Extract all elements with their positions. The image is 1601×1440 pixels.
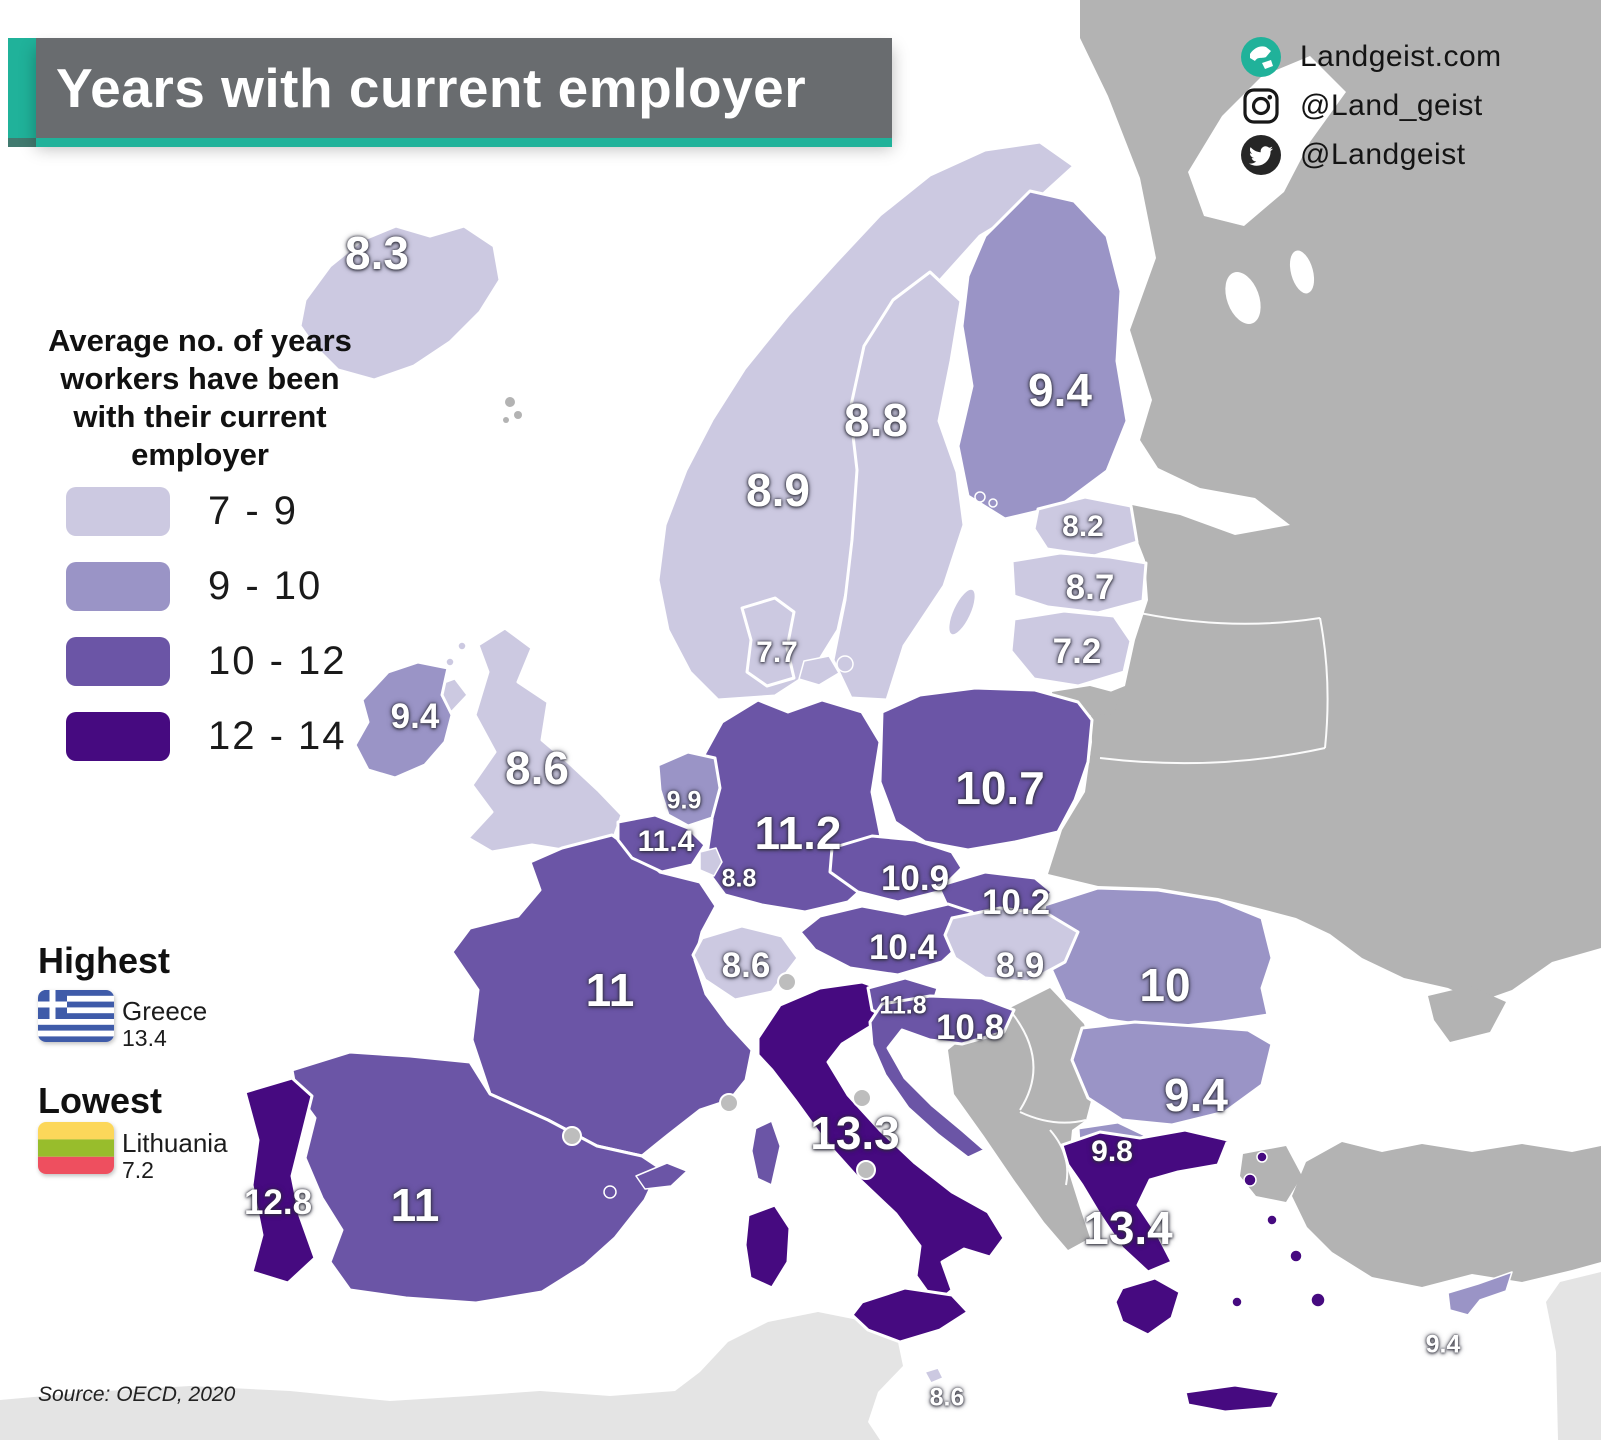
country-romania bbox=[1038, 886, 1274, 1030]
country-greece bbox=[1060, 1128, 1326, 1414]
microstate-vatican bbox=[856, 1160, 876, 1180]
country-czechia bbox=[828, 834, 964, 904]
landmass-west-balkans bbox=[948, 988, 1098, 1250]
legend-title: Average no. of years workers have been w… bbox=[48, 323, 352, 472]
twitter-icon bbox=[1241, 135, 1281, 175]
country-belgium bbox=[616, 813, 707, 874]
lithuania-flag-icon bbox=[38, 1122, 114, 1174]
country-estonia bbox=[1032, 495, 1139, 558]
legend-label-2: 10 - 12 bbox=[208, 639, 347, 683]
branding-twitter-row: @Landgeist bbox=[1240, 134, 1600, 176]
page-title: Years with current employer bbox=[56, 57, 807, 119]
landmass-turkey bbox=[1292, 1142, 1601, 1287]
no-data-internal-borders bbox=[1007, 611, 1329, 1186]
country-luxembourg bbox=[699, 847, 723, 877]
legend-swatch-2 bbox=[66, 637, 170, 686]
site-url: Landgeist.com bbox=[1300, 40, 1502, 73]
legend-swatch-1 bbox=[66, 562, 170, 611]
faroe-islands bbox=[505, 397, 515, 407]
legend: 7 - 9 9 - 10 10 - 12 12 - 14 bbox=[66, 487, 347, 787]
legend-label-3: 12 - 14 bbox=[208, 714, 347, 758]
landgeist-globe-icon bbox=[1241, 37, 1281, 77]
highest-heading: Highest bbox=[38, 940, 171, 981]
lowest-value: 7.2 bbox=[122, 1157, 154, 1183]
landmass-crimea bbox=[1428, 986, 1506, 1042]
country-bulgaria bbox=[1070, 1020, 1274, 1127]
greece-flag-icon bbox=[38, 990, 114, 1042]
source-note: Source: OECD, 2020 bbox=[38, 1383, 236, 1406]
legend-swatch-3 bbox=[66, 712, 170, 761]
legend-row-2: 10 - 12 bbox=[66, 637, 347, 686]
branding-block: Landgeist.com @Land_geist @Landgeist bbox=[1240, 36, 1600, 183]
legend-label-0: 7 - 9 bbox=[208, 489, 299, 533]
microstate-liechtenstein bbox=[777, 972, 797, 992]
legend-swatch-0 bbox=[66, 487, 170, 536]
country-poland bbox=[878, 686, 1094, 852]
microstate-markers bbox=[562, 972, 876, 1180]
country-hungary bbox=[943, 906, 1080, 984]
faroe-islands bbox=[514, 411, 522, 419]
title-banner: Years with current employer bbox=[36, 38, 892, 138]
highest-country: Greece bbox=[122, 996, 208, 1026]
country-denmark bbox=[740, 596, 854, 688]
country-switzerland bbox=[691, 924, 800, 1002]
legend-row-0: 7 - 9 bbox=[66, 487, 347, 536]
lowest-heading: Lowest bbox=[38, 1080, 163, 1121]
country-croatia bbox=[868, 994, 1016, 1160]
no-data-landmass bbox=[503, 0, 1601, 1287]
country-portugal bbox=[243, 1076, 317, 1285]
country-netherlands bbox=[656, 750, 722, 828]
twitter-handle: @Landgeist bbox=[1300, 138, 1466, 171]
landmass-russia-east-europe bbox=[1048, 0, 1601, 1002]
instagram-icon bbox=[1243, 88, 1279, 124]
faroe-islands bbox=[503, 417, 509, 423]
instagram-handle: @Land_geist bbox=[1300, 89, 1483, 122]
microstate-andorra bbox=[562, 1126, 582, 1146]
country-latvia bbox=[1010, 551, 1148, 615]
country-finland bbox=[956, 189, 1129, 521]
highest-value: 13.4 bbox=[122, 1025, 167, 1051]
country-united-kingdom bbox=[426, 626, 624, 854]
country-lithuania bbox=[1009, 609, 1133, 688]
title-underline bbox=[36, 138, 892, 147]
country-spain bbox=[290, 1050, 688, 1305]
africa-middle-east-landmass bbox=[0, 1272, 1601, 1440]
legend-row-1: 9 - 10 bbox=[66, 562, 347, 611]
country-sweden bbox=[831, 270, 977, 702]
branding-instagram-row: @Land_geist bbox=[1240, 85, 1600, 127]
title-accent-shadow bbox=[8, 138, 36, 147]
branding-site-row: Landgeist.com bbox=[1240, 36, 1600, 78]
legend-label-1: 9 - 10 bbox=[208, 564, 323, 608]
country-italy bbox=[743, 980, 1006, 1344]
country-iceland bbox=[298, 224, 502, 382]
title-accent-bar bbox=[8, 38, 36, 138]
country-france bbox=[450, 833, 783, 1188]
legend-row-3: 12 - 14 bbox=[66, 712, 347, 761]
landmass-turkish-thrace bbox=[1240, 1146, 1302, 1202]
country-malta bbox=[924, 1367, 944, 1384]
country-ireland bbox=[353, 660, 454, 780]
country-cyprus bbox=[1447, 1271, 1513, 1316]
microstate-monaco bbox=[719, 1093, 739, 1113]
microstate-san-marino bbox=[852, 1088, 872, 1108]
lowest-country: Lithuania bbox=[122, 1128, 228, 1158]
